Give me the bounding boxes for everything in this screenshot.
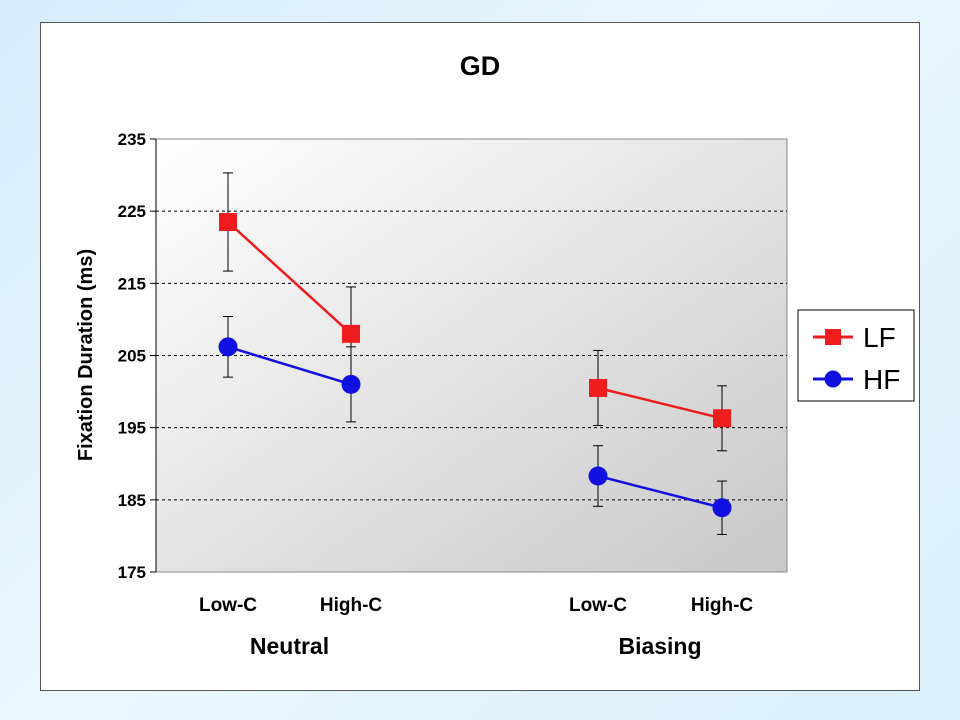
- y-tick-label: 225: [118, 202, 146, 221]
- y-tick-label: 195: [118, 419, 146, 438]
- y-tick-label: 175: [118, 563, 146, 582]
- plot-area: [155, 138, 788, 573]
- lf-point: [713, 409, 731, 428]
- y-axis-ticks: 175 185 195 205 215 225 235: [118, 130, 156, 582]
- legend-lf-label: LF: [863, 322, 896, 353]
- x-axis-labels: Low-C High-C Neutral Low-C High-C Biasing: [199, 595, 753, 659]
- hf-series-line: [597, 474, 723, 509]
- lf-series-line: [597, 386, 723, 420]
- lf-point: [342, 324, 360, 343]
- hf-point: [588, 466, 608, 486]
- y-tick-label: 185: [118, 491, 146, 510]
- series-layer: [218, 172, 732, 535]
- legend-hf-marker: [824, 370, 842, 388]
- chart: 175 185 195 205 215 225 235 Low-C High-C Neutral…: [75, 51, 915, 659]
- legend-box: [797, 309, 915, 402]
- x-category-label: High-C: [320, 595, 383, 616]
- x-group-label: Neutral: [250, 633, 329, 659]
- y-axis-title: Fixation Duration (ms): [75, 249, 97, 461]
- chart-title: GD: [460, 51, 501, 81]
- hf-point: [712, 498, 732, 518]
- x-category-label: Low-C: [569, 595, 627, 616]
- lf-point: [219, 212, 237, 231]
- hf-point: [218, 337, 238, 357]
- hf-point: [341, 374, 361, 394]
- x-category-label: High-C: [691, 595, 754, 616]
- y-tick-label: 235: [118, 130, 146, 149]
- legend-lf-marker: [825, 329, 841, 345]
- lf-point: [589, 378, 607, 397]
- legend-hf-label: HF: [863, 364, 900, 395]
- hf-series-line: [227, 345, 352, 386]
- x-category-label: Low-C: [199, 595, 257, 616]
- chart-panel: 175 185 195 205 215 225 235 Low-C High-C Neutral…: [40, 22, 920, 691]
- lf-series-line: [227, 221, 352, 335]
- y-tick-label: 205: [118, 347, 146, 366]
- x-group-label: Biasing: [618, 633, 701, 659]
- y-tick-label: 215: [118, 274, 146, 293]
- legend: LF HF: [797, 309, 915, 402]
